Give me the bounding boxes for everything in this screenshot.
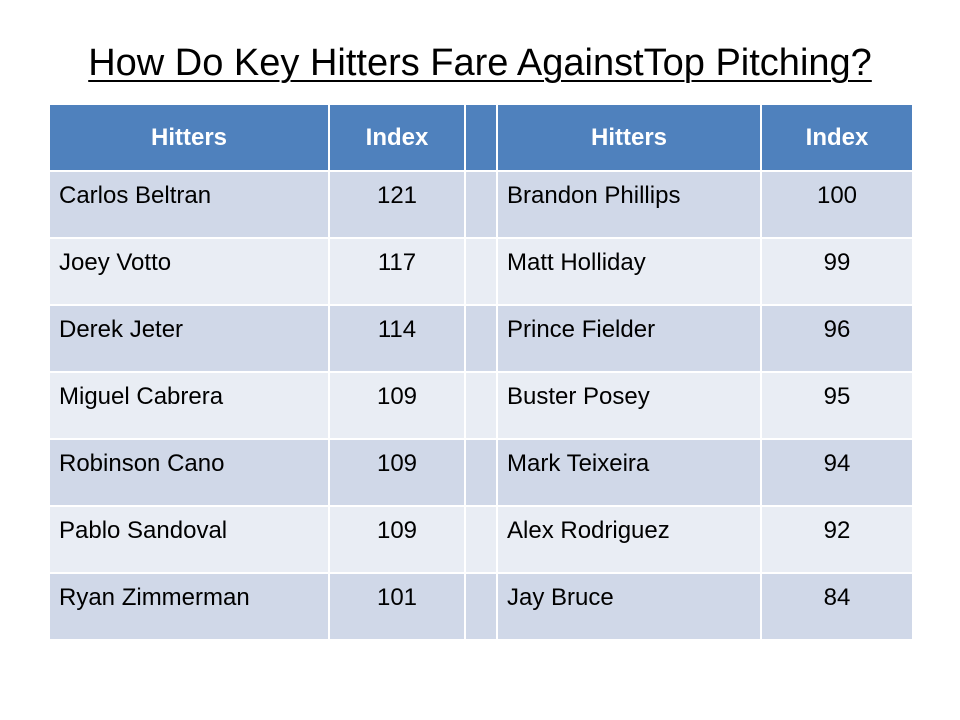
- left-hitter-name: Miguel Cabrera: [48, 371, 330, 440]
- left-hitter-index: 109: [328, 438, 466, 507]
- right-hitter-index: 92: [760, 505, 914, 574]
- right-hitter-name: Matt Holliday: [496, 237, 762, 306]
- left-hitter-name: Robinson Cano: [48, 438, 330, 507]
- row-spacer: [464, 371, 498, 440]
- left-hitter-index: 109: [328, 505, 466, 574]
- right-hitter-name: Brandon Phillips: [496, 170, 762, 239]
- left-hitter-name: Ryan Zimmerman: [48, 572, 330, 641]
- left-hitter-index: 109: [328, 371, 466, 440]
- right-hitter-name: Alex Rodriguez: [496, 505, 762, 574]
- page-title: How Do Key Hitters Fare AgainstTop Pitch…: [88, 42, 872, 84]
- right-hitter-index: 96: [760, 304, 914, 373]
- header-right-index: Index: [760, 103, 914, 172]
- row-spacer: [464, 170, 498, 239]
- row-spacer: [464, 438, 498, 507]
- row-spacer: [464, 572, 498, 641]
- table-row: Pablo Sandoval 109 Alex Rodriguez 92: [48, 505, 914, 574]
- left-hitter-index: 101: [328, 572, 466, 641]
- right-hitter-name: Buster Posey: [496, 371, 762, 440]
- right-hitter-index: 84: [760, 572, 914, 641]
- row-spacer: [464, 304, 498, 373]
- table-row: Joey Votto 117 Matt Holliday 99: [48, 237, 914, 306]
- table-header-row: Hitters Index Hitters Index: [48, 103, 914, 172]
- left-hitter-name: Carlos Beltran: [48, 170, 330, 239]
- right-hitter-index: 94: [760, 438, 914, 507]
- left-hitter-name: Joey Votto: [48, 237, 330, 306]
- table-row: Derek Jeter 114 Prince Fielder 96: [48, 304, 914, 373]
- table-row: Ryan Zimmerman 101 Jay Bruce 84: [48, 572, 914, 641]
- table-row: Carlos Beltran 121 Brandon Phillips 100: [48, 170, 914, 239]
- right-hitter-name: Prince Fielder: [496, 304, 762, 373]
- left-hitter-name: Pablo Sandoval: [48, 505, 330, 574]
- table-row: Miguel Cabrera 109 Buster Posey 95: [48, 371, 914, 440]
- right-hitter-index: 95: [760, 371, 914, 440]
- right-hitter-name: Mark Teixeira: [496, 438, 762, 507]
- left-hitter-index: 117: [328, 237, 466, 306]
- left-hitter-index: 114: [328, 304, 466, 373]
- row-spacer: [464, 237, 498, 306]
- header-left-hitters: Hitters: [48, 103, 330, 172]
- right-hitter-index: 99: [760, 237, 914, 306]
- right-hitter-name: Jay Bruce: [496, 572, 762, 641]
- table-row: Robinson Cano 109 Mark Teixeira 94: [48, 438, 914, 507]
- header-right-hitters: Hitters: [496, 103, 762, 172]
- header-spacer: [464, 103, 498, 172]
- right-hitter-index: 100: [760, 170, 914, 239]
- hitters-index-table: Hitters Index Hitters Index Carlos Beltr…: [48, 103, 914, 641]
- left-hitter-index: 121: [328, 170, 466, 239]
- row-spacer: [464, 505, 498, 574]
- header-left-index: Index: [328, 103, 466, 172]
- left-hitter-name: Derek Jeter: [48, 304, 330, 373]
